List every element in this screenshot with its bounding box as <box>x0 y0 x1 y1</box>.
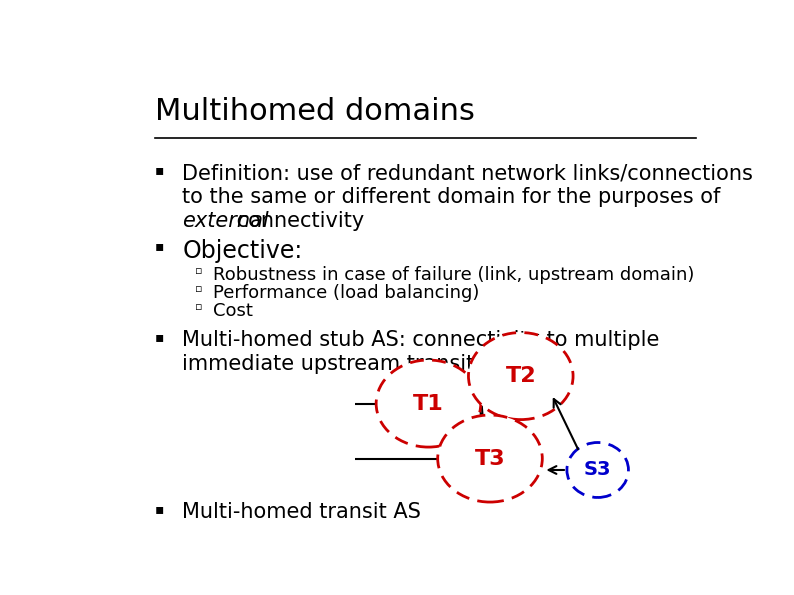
Text: ▫: ▫ <box>195 266 202 276</box>
Text: Multi-homed stub AS: connectivity to multiple: Multi-homed stub AS: connectivity to mul… <box>183 330 660 350</box>
Text: ▪: ▪ <box>155 239 164 253</box>
Text: ▪: ▪ <box>155 163 164 177</box>
Text: Multihomed domains: Multihomed domains <box>155 96 475 126</box>
Ellipse shape <box>468 333 573 419</box>
Text: T3: T3 <box>475 449 505 468</box>
Text: T1: T1 <box>413 393 444 414</box>
Text: T2: T2 <box>506 366 536 386</box>
Text: Definition: use of redundant network links/connections: Definition: use of redundant network lin… <box>183 163 754 183</box>
Text: Cost: Cost <box>213 302 253 320</box>
Text: S3: S3 <box>584 461 611 480</box>
Text: ▪: ▪ <box>155 330 164 345</box>
Text: ▪: ▪ <box>155 502 164 516</box>
Ellipse shape <box>437 415 542 502</box>
Text: to the same or different domain for the purposes of: to the same or different domain for the … <box>183 187 721 207</box>
Ellipse shape <box>376 360 481 447</box>
Text: ▫: ▫ <box>195 302 202 312</box>
Ellipse shape <box>567 443 629 497</box>
Text: immediate upstream transit domains: immediate upstream transit domains <box>183 354 570 374</box>
Text: ▫: ▫ <box>195 284 202 295</box>
Text: Objective:: Objective: <box>183 239 303 262</box>
Text: Robustness in case of failure (link, upstream domain): Robustness in case of failure (link, ups… <box>213 266 695 284</box>
Text: connectivity: connectivity <box>230 211 364 231</box>
Text: Multi-homed transit AS: Multi-homed transit AS <box>183 502 421 522</box>
Text: Performance (load balancing): Performance (load balancing) <box>213 284 480 302</box>
Text: external: external <box>183 211 269 231</box>
